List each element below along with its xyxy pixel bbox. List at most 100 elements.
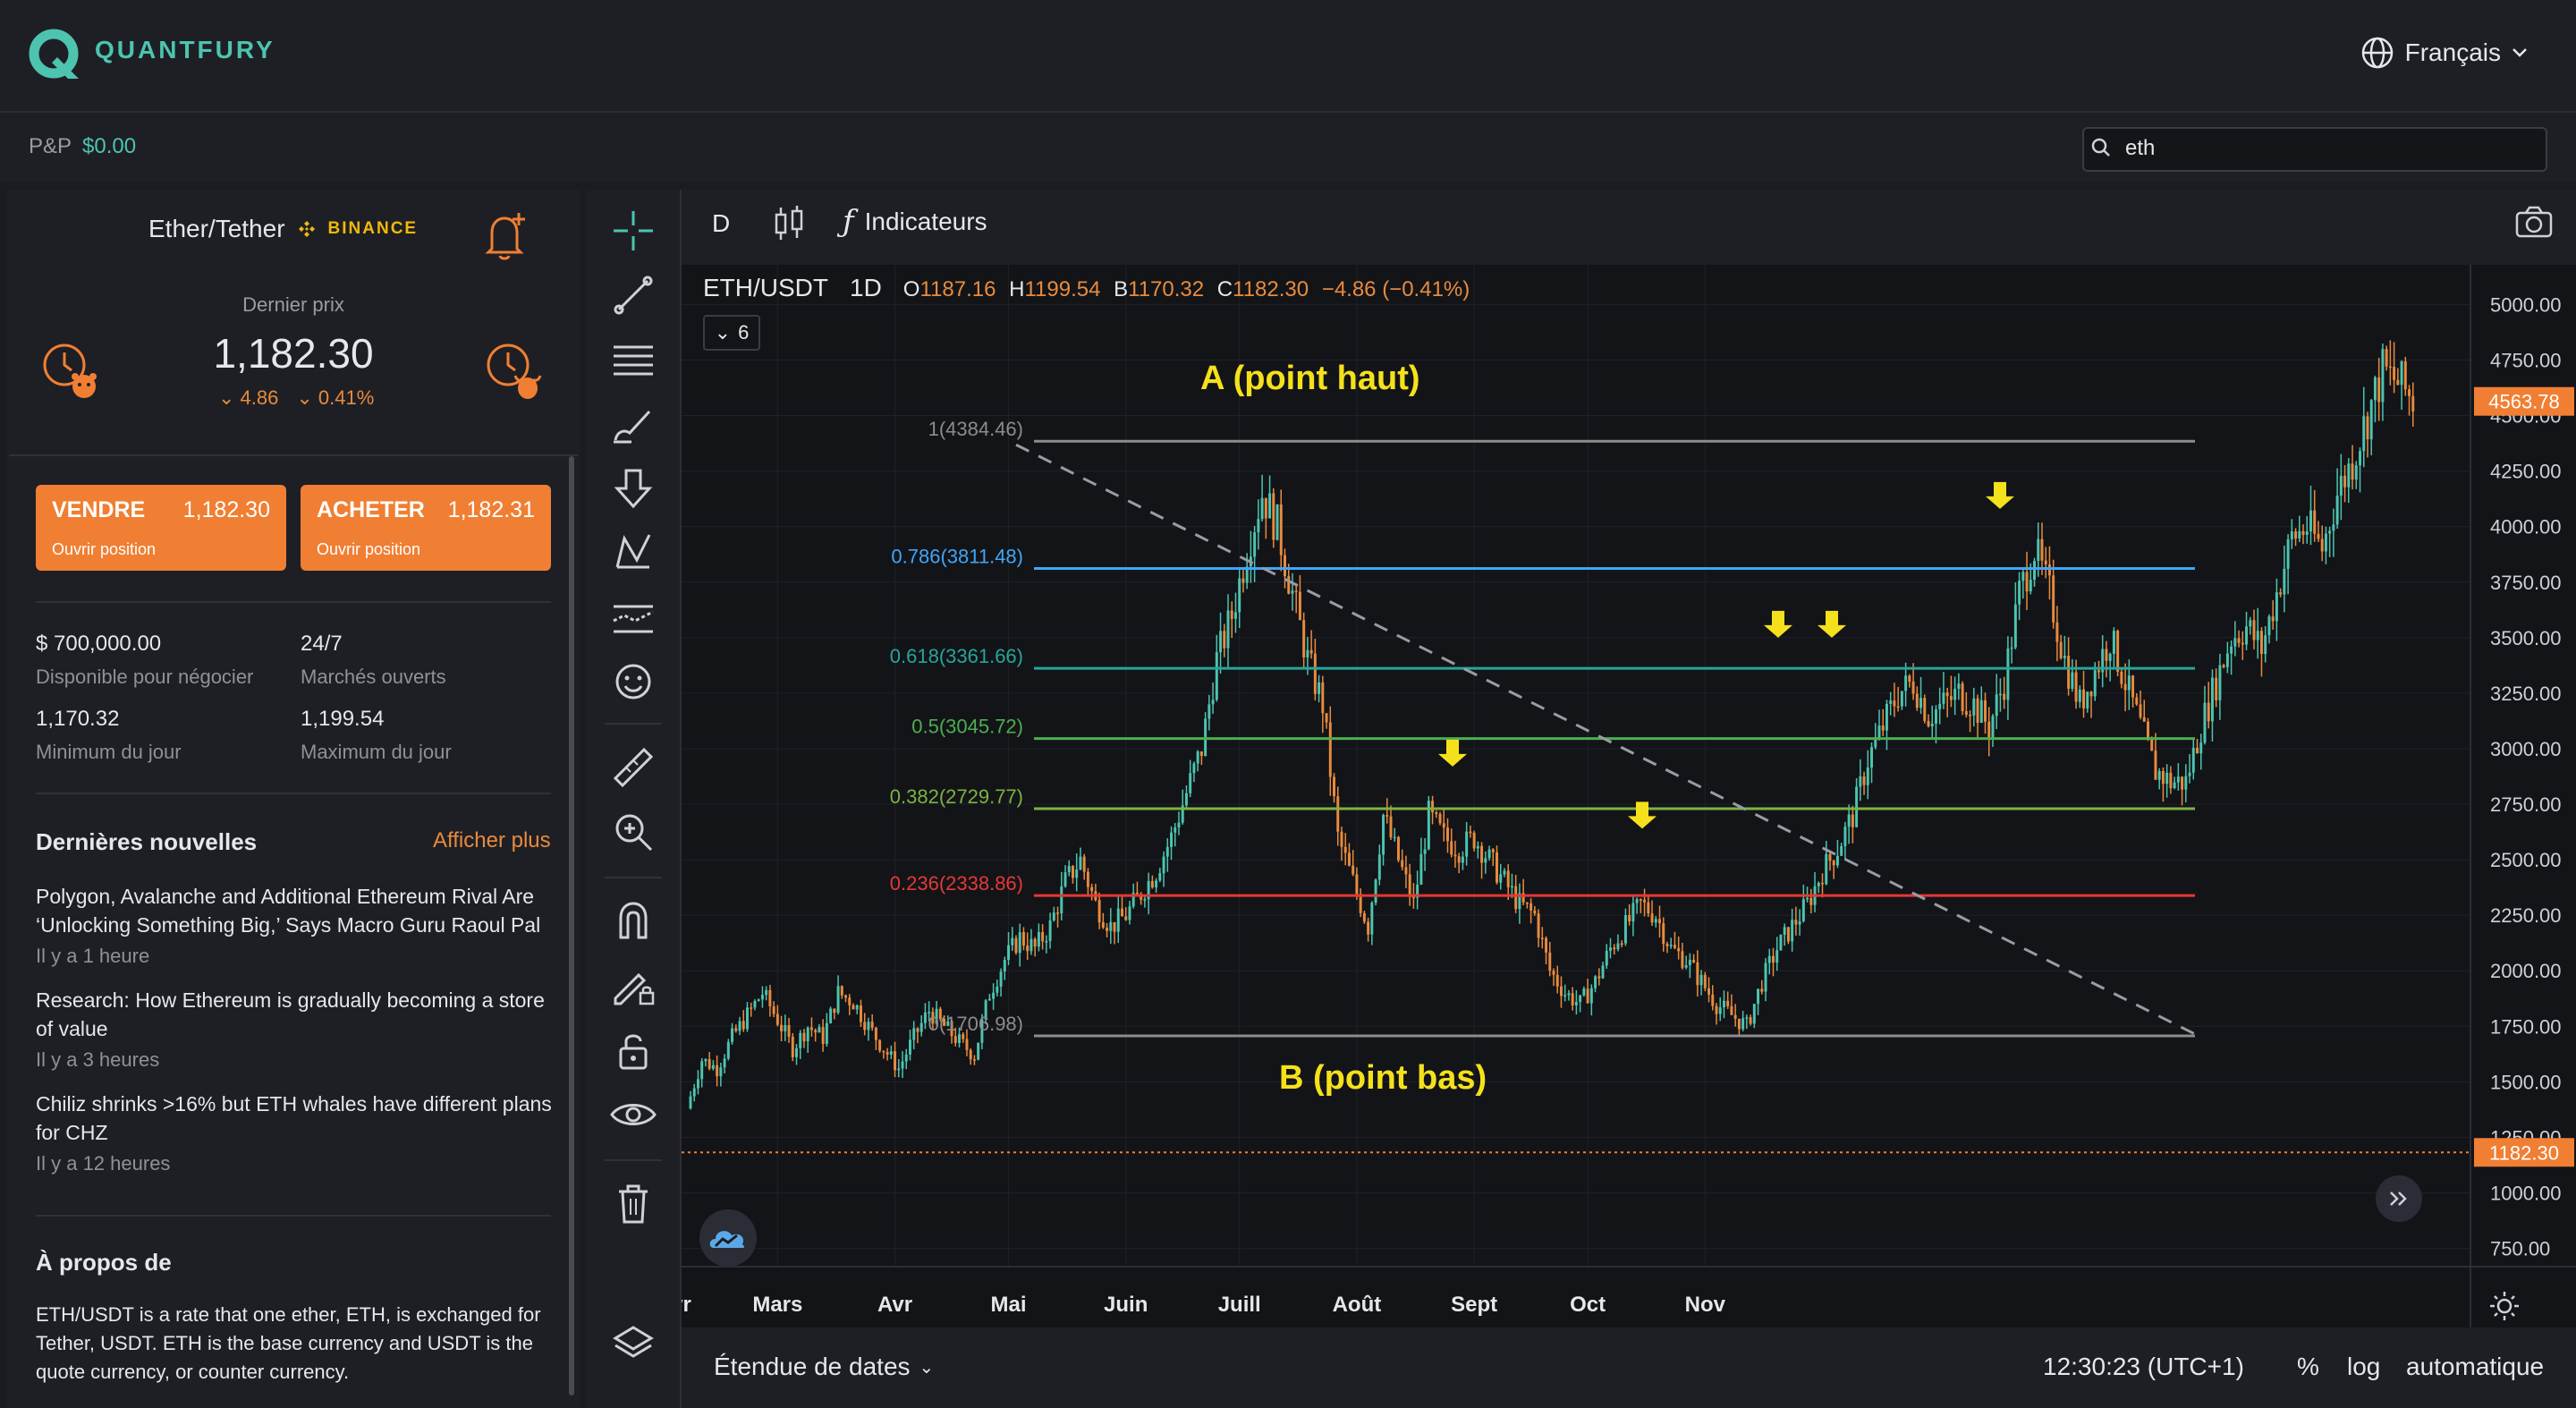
annotation-high: A (point haut) xyxy=(1200,360,1420,397)
candle-body xyxy=(818,1027,821,1033)
candle-body xyxy=(2052,575,2055,623)
emoji-icon[interactable] xyxy=(605,653,662,710)
candle-body xyxy=(1752,1004,1756,1024)
candle-body xyxy=(1809,897,1813,905)
camera-icon[interactable] xyxy=(2513,204,2555,240)
auto-scale-toggle[interactable]: automatique xyxy=(2406,1353,2545,1380)
candle-body xyxy=(2408,389,2411,396)
y-tick-label: 5000.00 xyxy=(2490,293,2562,316)
arrow-down-tool-icon[interactable] xyxy=(605,460,662,517)
candle-body xyxy=(1821,882,1824,885)
candle-body xyxy=(1499,874,1503,883)
candle-body xyxy=(2029,580,2032,592)
day-min-value: 1,170.32 xyxy=(36,707,120,731)
candle-body xyxy=(1969,715,1972,717)
candle-body xyxy=(1767,955,1771,963)
candle-body xyxy=(1155,880,1158,888)
instrument-title-row: Ether/Tether BINANCE xyxy=(148,215,418,243)
lock-drawing-icon[interactable] xyxy=(605,957,662,1014)
candle-body xyxy=(765,989,768,996)
candle-body xyxy=(1631,903,1635,922)
news-more-link[interactable]: Afficher plus xyxy=(433,828,551,852)
candle-body xyxy=(741,1021,745,1030)
candle-body xyxy=(2298,530,2301,539)
candle-body xyxy=(1696,962,1699,986)
candle-body xyxy=(1124,916,1128,920)
bull-timer-icon[interactable] xyxy=(483,340,547,404)
candle-body xyxy=(2135,697,2139,705)
candle-body xyxy=(1889,700,1893,704)
fib-level-label: 0.236(2338.86) xyxy=(890,872,1023,895)
lock-icon[interactable] xyxy=(605,1022,662,1079)
trash-icon[interactable] xyxy=(605,1175,662,1233)
price-chart[interactable]: 750.00 1000.00 1250.00 1500.00 1750.00 2000.0… xyxy=(652,265,2576,1327)
candle-body xyxy=(1847,814,1851,827)
quantfury-logo-icon[interactable] xyxy=(27,27,84,84)
chevron-down-icon: ⌄ xyxy=(919,1357,935,1378)
candle-body xyxy=(1775,950,1779,963)
interval-button[interactable]: D xyxy=(712,209,731,237)
annotation-arrow xyxy=(1628,802,1657,829)
brush-icon[interactable] xyxy=(605,395,662,453)
pattern-icon[interactable] xyxy=(605,524,662,581)
language-selector[interactable]: Français xyxy=(2360,36,2528,70)
search-input[interactable] xyxy=(2082,127,2547,172)
candle-body xyxy=(1404,867,1408,875)
scroll-to-latest-button[interactable] xyxy=(2376,1175,2422,1222)
candle-body xyxy=(2245,626,2249,645)
candle-body xyxy=(708,1058,711,1069)
candle-body xyxy=(1726,1000,1730,1006)
add-alert-bell-icon[interactable] xyxy=(483,209,531,261)
candle-body xyxy=(2313,510,2317,534)
news-item-title[interactable]: Research: How Ethereum is gradually beco… xyxy=(36,988,545,1040)
candle-body xyxy=(1003,960,1006,972)
trend-line-icon[interactable] xyxy=(605,267,662,324)
candle-body xyxy=(999,971,1003,987)
candle-body xyxy=(1014,937,1018,954)
search-icon xyxy=(2091,138,2110,157)
bear-timer-icon[interactable] xyxy=(39,340,104,404)
candle-body xyxy=(1275,504,1279,540)
candle-type-icon[interactable] xyxy=(771,204,807,243)
available-label: Disponible pour négocier xyxy=(36,666,254,688)
chart-settings-icon[interactable] xyxy=(2487,1288,2522,1324)
divider xyxy=(9,454,578,456)
candle-body xyxy=(2199,742,2203,754)
candle-body xyxy=(1199,751,1203,757)
candle-body xyxy=(1639,899,1642,901)
log-toggle[interactable]: log xyxy=(2347,1353,2381,1380)
news-item-title[interactable]: Chiliz shrinks >16% but ETH whales have … xyxy=(36,1092,552,1144)
layers-icon[interactable] xyxy=(605,1315,662,1372)
legend-interval: 1D xyxy=(850,274,882,301)
candle-body xyxy=(2225,653,2229,667)
candle-body xyxy=(1401,860,1404,868)
candle-body xyxy=(825,1022,828,1045)
y-tick-label: 3250.00 xyxy=(2490,683,2562,705)
candle-body xyxy=(753,1000,757,1008)
candle-body xyxy=(2123,683,2127,691)
ruler-icon[interactable] xyxy=(605,739,662,796)
zoom-in-icon[interactable] xyxy=(605,803,662,861)
magnet-icon[interactable] xyxy=(605,893,662,950)
date-range-button[interactable]: Étendue de dates ⌄ xyxy=(714,1353,934,1381)
crosshair-icon[interactable] xyxy=(605,202,662,259)
day-max-label: Maximum du jour xyxy=(301,741,452,763)
indicators-button[interactable]: ƒ Indicateurs xyxy=(843,204,987,240)
eye-icon[interactable] xyxy=(605,1086,662,1143)
candle-body xyxy=(731,1028,734,1042)
indicator-toggle[interactable]: ⌄ 6 xyxy=(703,315,760,351)
panel-scrollbar[interactable] xyxy=(569,456,574,1395)
news-item-title[interactable]: Polygon, Avalanche and Additional Ethere… xyxy=(36,885,541,937)
chart-canvas[interactable]: 750.001000.001250.001500.001750.002000.0… xyxy=(652,265,2576,1327)
tradingview-badge[interactable] xyxy=(699,1209,757,1267)
candle-body xyxy=(1540,937,1544,939)
percent-toggle[interactable]: % xyxy=(2297,1353,2319,1380)
buy-button[interactable]: ACHETER 1,182.31 Ouvrir position xyxy=(301,485,551,571)
fib-trend-line xyxy=(1015,443,2196,1036)
cloud-icon xyxy=(709,1231,745,1248)
prediction-icon[interactable] xyxy=(605,589,662,646)
fib-retracement-icon[interactable] xyxy=(605,331,662,388)
candle-body xyxy=(1791,920,1794,942)
candle-body xyxy=(2116,631,2120,672)
sell-button[interactable]: VENDRE 1,182.30 Ouvrir position xyxy=(36,485,286,571)
